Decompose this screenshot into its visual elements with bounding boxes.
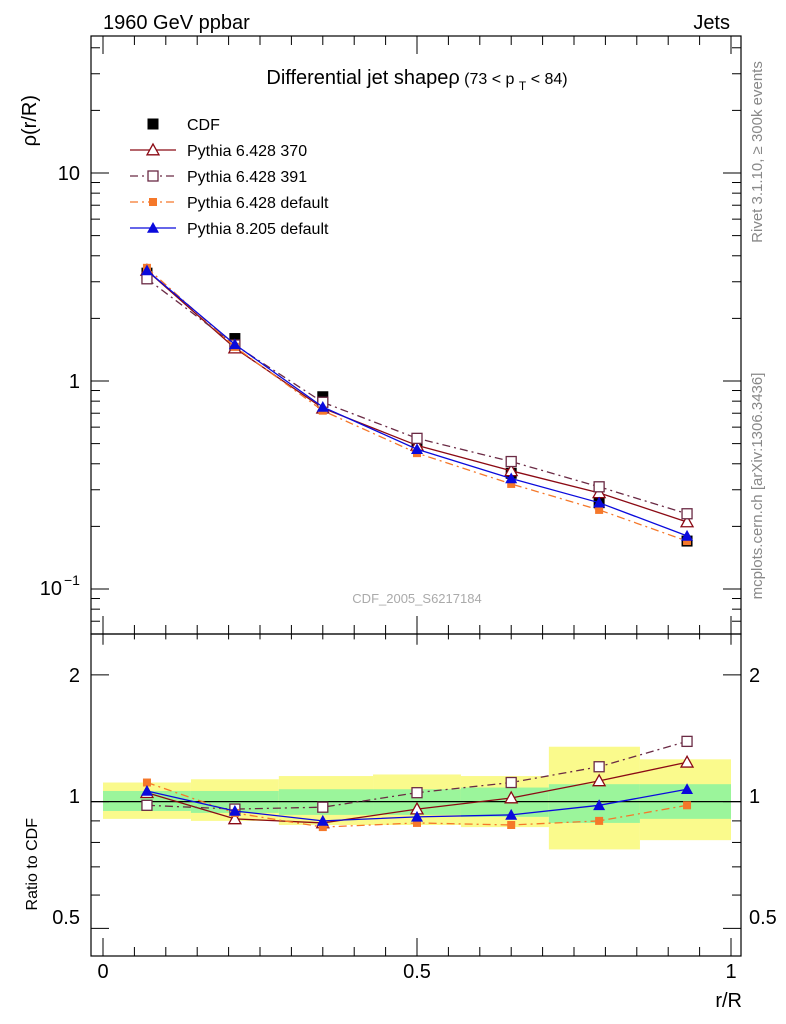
main-axis-ticks [91,47,741,622]
main-y-tick-label-1: 1 [69,371,80,393]
main-point-p6_391-3 [411,432,423,445]
ratio-point-p8_default-6 [681,783,694,795]
ratio-point-p6_391-6 [681,735,693,748]
ratio-point-p6_370-1 [227,811,242,825]
ratio-point-p8_default-2 [316,814,329,826]
ratio-point-p6_default-2 [318,823,327,832]
main-point-p6_default-5 [595,505,604,514]
legend-entry-cdf: CDF [147,117,220,134]
main-point-p6_default-4 [507,479,516,488]
main-point-p8_default-4 [505,472,518,484]
legend-entry-pythia6-default: Pythia 6.428 default [130,195,329,212]
ratio-y-tick-label-1-right: 1 [749,786,760,808]
x-axis-ticks [102,36,732,956]
ratio-band-inner-5 [548,784,640,823]
ratio-point-p8_default-5 [593,799,606,811]
header-energy-label: 1960 GeV ppbar [103,12,250,34]
main-point-p8_default-0 [140,264,153,276]
main-point-p6_default-6 [683,537,692,546]
main-plot-series [139,263,695,547]
main-point-p8_default-5 [593,496,606,508]
main-y-tick-label-10: 10 [58,163,80,185]
ratio-point-p6_370-4 [504,790,519,804]
ratio-y-tick-label-2: 2 [69,665,80,687]
legend-symbol-cdf [147,118,159,130]
legend-label-cdf: CDF [187,117,220,134]
ratio-point-p6_default-6 [683,801,692,810]
ratio-point-p6_default-0 [142,778,151,787]
ratio-point-p6_391-5 [593,761,605,773]
main-y-tick-label-0.1: 10 [40,578,62,600]
main-point-p8_default-3 [411,443,423,455]
ratio-y-tick-label-0.5: 0.5 [52,907,80,929]
main-point-p6_391-5 [593,481,605,493]
legend-symbol-p6_370 [145,142,161,156]
x-axis-title: r/R [715,990,742,1012]
main-point-p6_391-4 [505,455,517,468]
ratio-point-p6_391-0 [141,799,153,811]
main-point-p6_370-6 [679,514,695,528]
main-point-p6_391-6 [681,508,693,520]
x-tick-label-0.5: 0.5 [403,961,431,983]
ratio-point-p6_391-2 [317,801,329,813]
legend-symbol-p6_391 [147,170,159,182]
main-point-p8_default-6 [681,529,694,541]
ratio-point-p6_391-3 [411,787,423,799]
ratio-plot-frame [90,633,742,957]
ratio-point-p8_default-3 [411,810,423,822]
plot-title-range-index: T [519,79,527,93]
plot-title-range: (73 < p [464,71,514,88]
legend-marker-pythia6-391 [130,170,176,182]
header-process-label: Jets [693,12,730,34]
ratio-plot-series [139,735,695,832]
rivet-version-label: Rivet 3.1.10, ≥ 300k events [749,61,766,243]
analysis-watermark: CDF_2005_S6217184 [352,591,481,606]
legend-label-pythia8-default: Pythia 8.205 default [187,221,329,238]
ratio-point-p8_default-4 [505,808,518,820]
main-plot-title: Differential jet shapeρ (73 < p T < 84) [266,67,567,94]
main-point-p6_391-0 [141,273,153,285]
ratio-y-tick-label-2-right: 2 [749,665,760,687]
ratio-point-p6_391-4 [505,776,517,789]
legend-entry-pythia8-default: Pythia 8.205 default [130,221,329,238]
main-y-axis-title: ρ(r/R) [19,95,41,146]
main-line-p8_default [146,269,688,537]
legend-entry-pythia6-391: Pythia 6.428 391 [130,169,307,186]
legend-label-pythia6-default: Pythia 6.428 default [187,195,329,212]
main-line-p6_391 [146,278,688,515]
plot-title-range-end: < 84) [531,71,568,88]
ratio-point-p8_default-0 [140,784,153,796]
ratio-point-p6_370-5 [592,773,607,787]
ratio-axis-ticks [91,674,741,929]
legend-label-pythia6-391: Pythia 6.428 391 [187,169,307,186]
ratio-y-tick-label-0.5-right: 0.5 [749,907,777,929]
legend-label-pythia6-370: Pythia 6.428 370 [187,143,307,160]
legend-marker-cdf [147,118,159,130]
ratio-point-p6_default-5 [595,816,604,825]
main-line-p6_370 [146,269,688,523]
legend-entry-pythia6-370: Pythia 6.428 370 [130,142,307,160]
x-tick-label-1: 1 [725,961,736,983]
main-line-p6_default [146,267,688,542]
ratio-y-tick-label-1: 1 [69,786,80,808]
mcplots-label: mcplots.cern.ch [arXiv:1306.3436] [749,373,766,600]
legend: CDF Pythia 6.428 370 Pythia 6.428 391 Py… [130,117,329,238]
ratio-point-p8_default-1 [228,804,241,816]
plot-title-main: Differential jet shapeρ [266,67,459,89]
legend-marker-pythia8-default [130,222,176,233]
ratio-point-p6_default-4 [507,820,516,829]
legend-symbol-p8_default [147,222,159,233]
ratio-point-p6_370-6 [679,754,695,768]
x-tick-label-0: 0 [97,961,108,983]
legend-symbol-p6_default [149,198,157,206]
legend-marker-pythia6-370 [130,142,176,156]
ratio-point-p6_default-3 [413,818,421,827]
main-y-tick-label-0.1-exponent: −1 [64,572,80,588]
main-point-p8_default-2 [316,400,329,412]
main-point-p8_default-1 [228,338,241,350]
legend-marker-pythia6-default [130,198,176,206]
ratio-y-axis-title: Ratio to CDF [24,818,41,911]
